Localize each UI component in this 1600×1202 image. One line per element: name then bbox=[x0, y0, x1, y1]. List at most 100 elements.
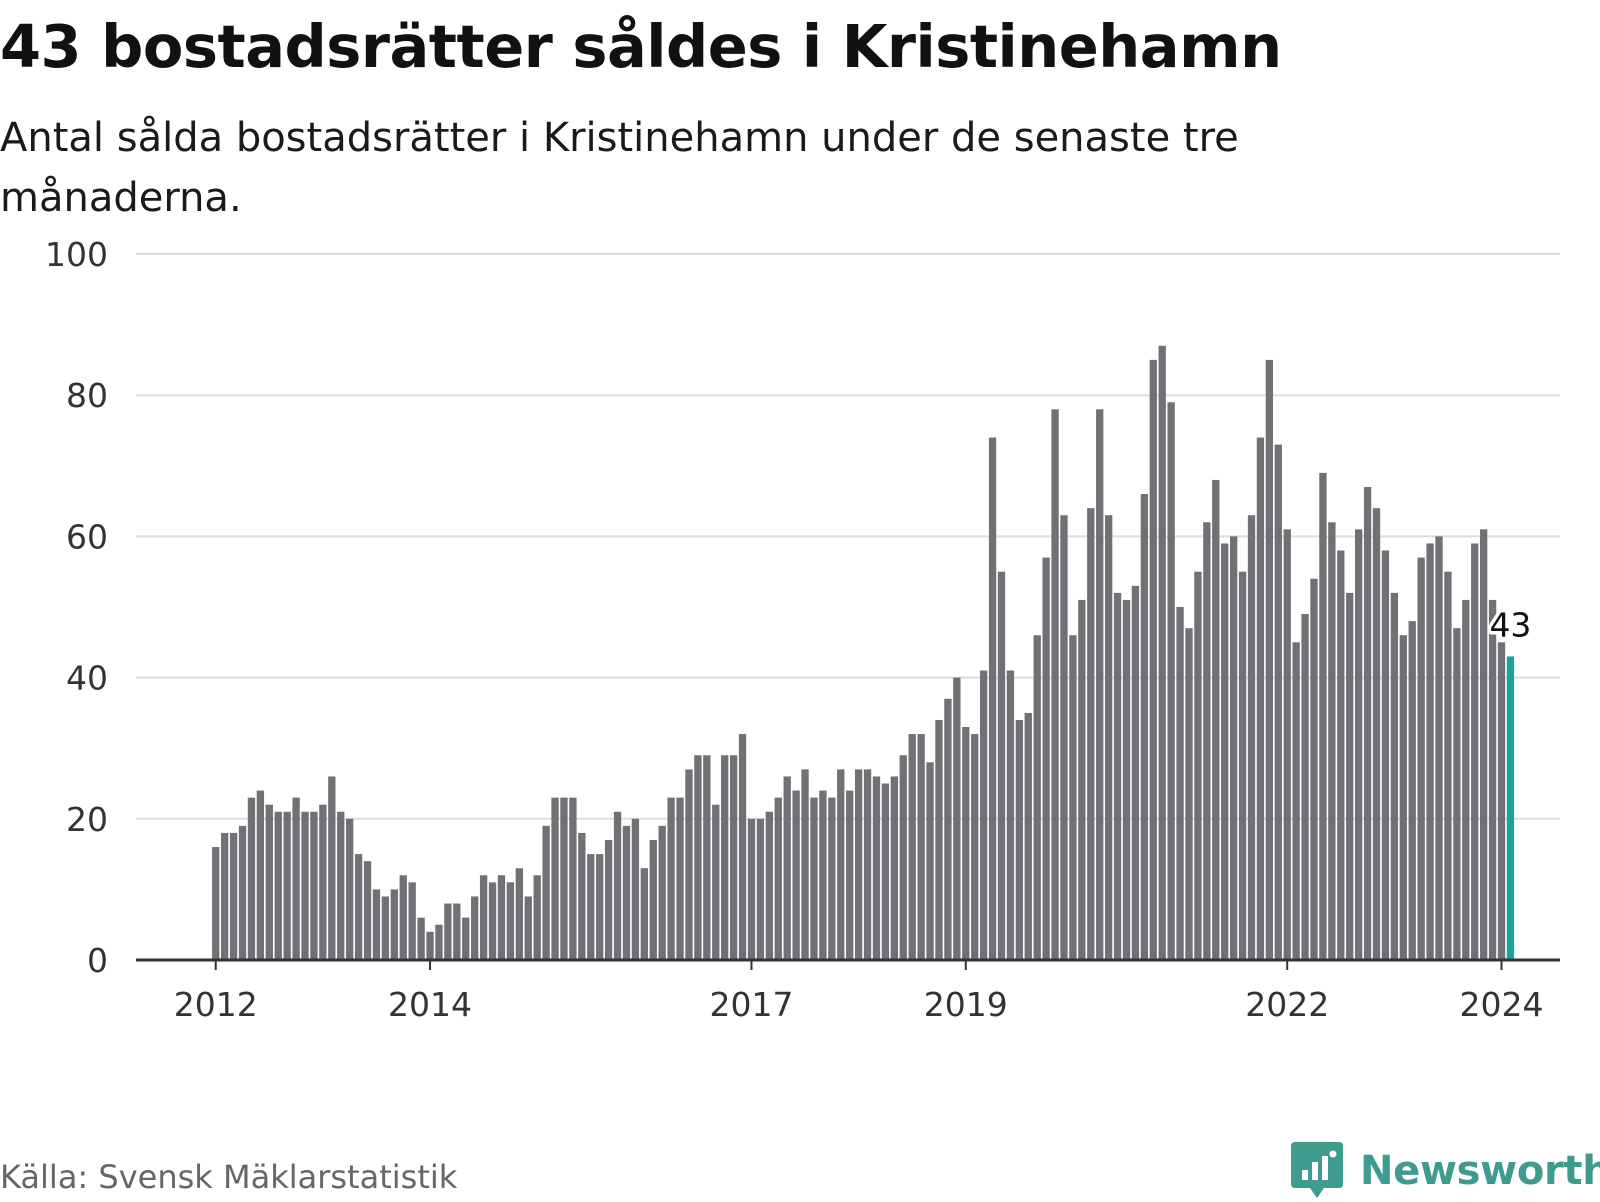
bar bbox=[604, 839, 613, 960]
bar bbox=[1158, 345, 1166, 960]
bar bbox=[908, 734, 916, 960]
bar bbox=[997, 571, 1006, 960]
bar bbox=[1167, 402, 1175, 960]
annotations: 43 bbox=[1486, 602, 1535, 648]
bar bbox=[1238, 571, 1247, 960]
bar bbox=[1337, 550, 1345, 960]
bar bbox=[935, 719, 943, 960]
x-tick-label: 2017 bbox=[709, 985, 793, 1024]
bar bbox=[1006, 670, 1015, 960]
bar bbox=[1435, 536, 1443, 960]
bar bbox=[444, 903, 452, 960]
bar bbox=[613, 811, 622, 960]
bar bbox=[926, 762, 934, 960]
bar bbox=[1399, 635, 1407, 960]
x-tick-label: 2022 bbox=[1245, 985, 1329, 1024]
bar bbox=[1229, 536, 1238, 960]
chart-subtitle: Antal sålda bostadsrätter i Kristinehamn… bbox=[0, 115, 1239, 221]
newsworthy-logo[interactable]: Newsworthy bbox=[1290, 1140, 1600, 1202]
bar bbox=[390, 889, 398, 960]
bar bbox=[756, 818, 765, 960]
bar bbox=[247, 797, 256, 960]
bar bbox=[783, 776, 791, 960]
bar bbox=[1417, 557, 1425, 960]
y-tick-label: 0 bbox=[87, 941, 108, 980]
bar bbox=[1426, 543, 1434, 960]
bar bbox=[1462, 599, 1470, 960]
bar bbox=[542, 825, 550, 960]
y-tick-label: 20 bbox=[66, 800, 108, 839]
y-tick-label: 60 bbox=[66, 517, 108, 556]
bar bbox=[506, 882, 515, 960]
bar bbox=[524, 896, 532, 960]
bar bbox=[917, 734, 925, 960]
bar bbox=[1381, 550, 1390, 960]
bar bbox=[587, 854, 595, 960]
brand-name: Newsworthy bbox=[1360, 1148, 1600, 1194]
bar bbox=[738, 734, 747, 960]
bar bbox=[354, 854, 363, 960]
bar bbox=[1069, 635, 1077, 960]
bar bbox=[1024, 712, 1032, 960]
x-tick-label: 2024 bbox=[1460, 985, 1544, 1024]
bar bbox=[578, 832, 586, 960]
bar bbox=[792, 790, 800, 960]
bar bbox=[971, 734, 979, 960]
bar bbox=[640, 868, 648, 960]
bar bbox=[283, 811, 291, 960]
bar bbox=[256, 790, 265, 960]
x-tick-label: 2019 bbox=[924, 985, 1008, 1024]
bar bbox=[515, 868, 523, 960]
bar bbox=[1247, 515, 1256, 960]
bar bbox=[1497, 642, 1506, 960]
bar bbox=[328, 776, 336, 960]
bar bbox=[1015, 719, 1024, 960]
x-axis: 2012 2014 2017 2019 2022 2024 bbox=[136, 958, 1560, 1024]
bar bbox=[1274, 444, 1282, 960]
bar bbox=[560, 797, 568, 960]
bar bbox=[346, 818, 354, 960]
bar bbox=[703, 755, 711, 960]
bar bbox=[1212, 479, 1220, 960]
bar bbox=[649, 839, 657, 960]
bar bbox=[846, 790, 854, 960]
chart-title: 43 bostadsrätter såldes i Kristinehamn bbox=[0, 12, 1282, 81]
bar bbox=[765, 811, 773, 960]
bar bbox=[462, 917, 470, 960]
bar bbox=[1096, 409, 1104, 960]
bar bbox=[1051, 409, 1059, 960]
bar bbox=[1122, 599, 1131, 960]
bar bbox=[212, 847, 220, 960]
bar bbox=[569, 797, 577, 960]
bar bbox=[372, 889, 381, 960]
bar bbox=[274, 811, 282, 960]
bar bbox=[238, 825, 247, 960]
bar bbox=[819, 790, 827, 960]
bar bbox=[729, 755, 738, 960]
bar bbox=[497, 875, 506, 960]
bar bbox=[417, 917, 425, 960]
bar bbox=[828, 797, 836, 960]
bar bbox=[622, 825, 631, 960]
bar bbox=[1078, 599, 1086, 960]
bar bbox=[1060, 515, 1068, 960]
bar bbox=[1033, 635, 1041, 960]
bar bbox=[1319, 472, 1327, 960]
bar bbox=[890, 776, 899, 960]
bar bbox=[363, 861, 372, 960]
x-tick-label: 2014 bbox=[388, 985, 472, 1024]
bar bbox=[292, 797, 300, 960]
bar bbox=[1292, 642, 1300, 960]
bar bbox=[1131, 585, 1140, 960]
bar bbox=[676, 797, 684, 960]
bar bbox=[1310, 578, 1318, 960]
bar-latest bbox=[1506, 656, 1515, 960]
bar bbox=[854, 769, 863, 960]
bar bbox=[229, 832, 238, 960]
bar bbox=[408, 882, 416, 960]
bar bbox=[381, 896, 390, 960]
bar bbox=[953, 677, 961, 960]
bar bbox=[319, 804, 327, 960]
bar bbox=[1408, 621, 1416, 960]
bar bbox=[1185, 628, 1193, 960]
